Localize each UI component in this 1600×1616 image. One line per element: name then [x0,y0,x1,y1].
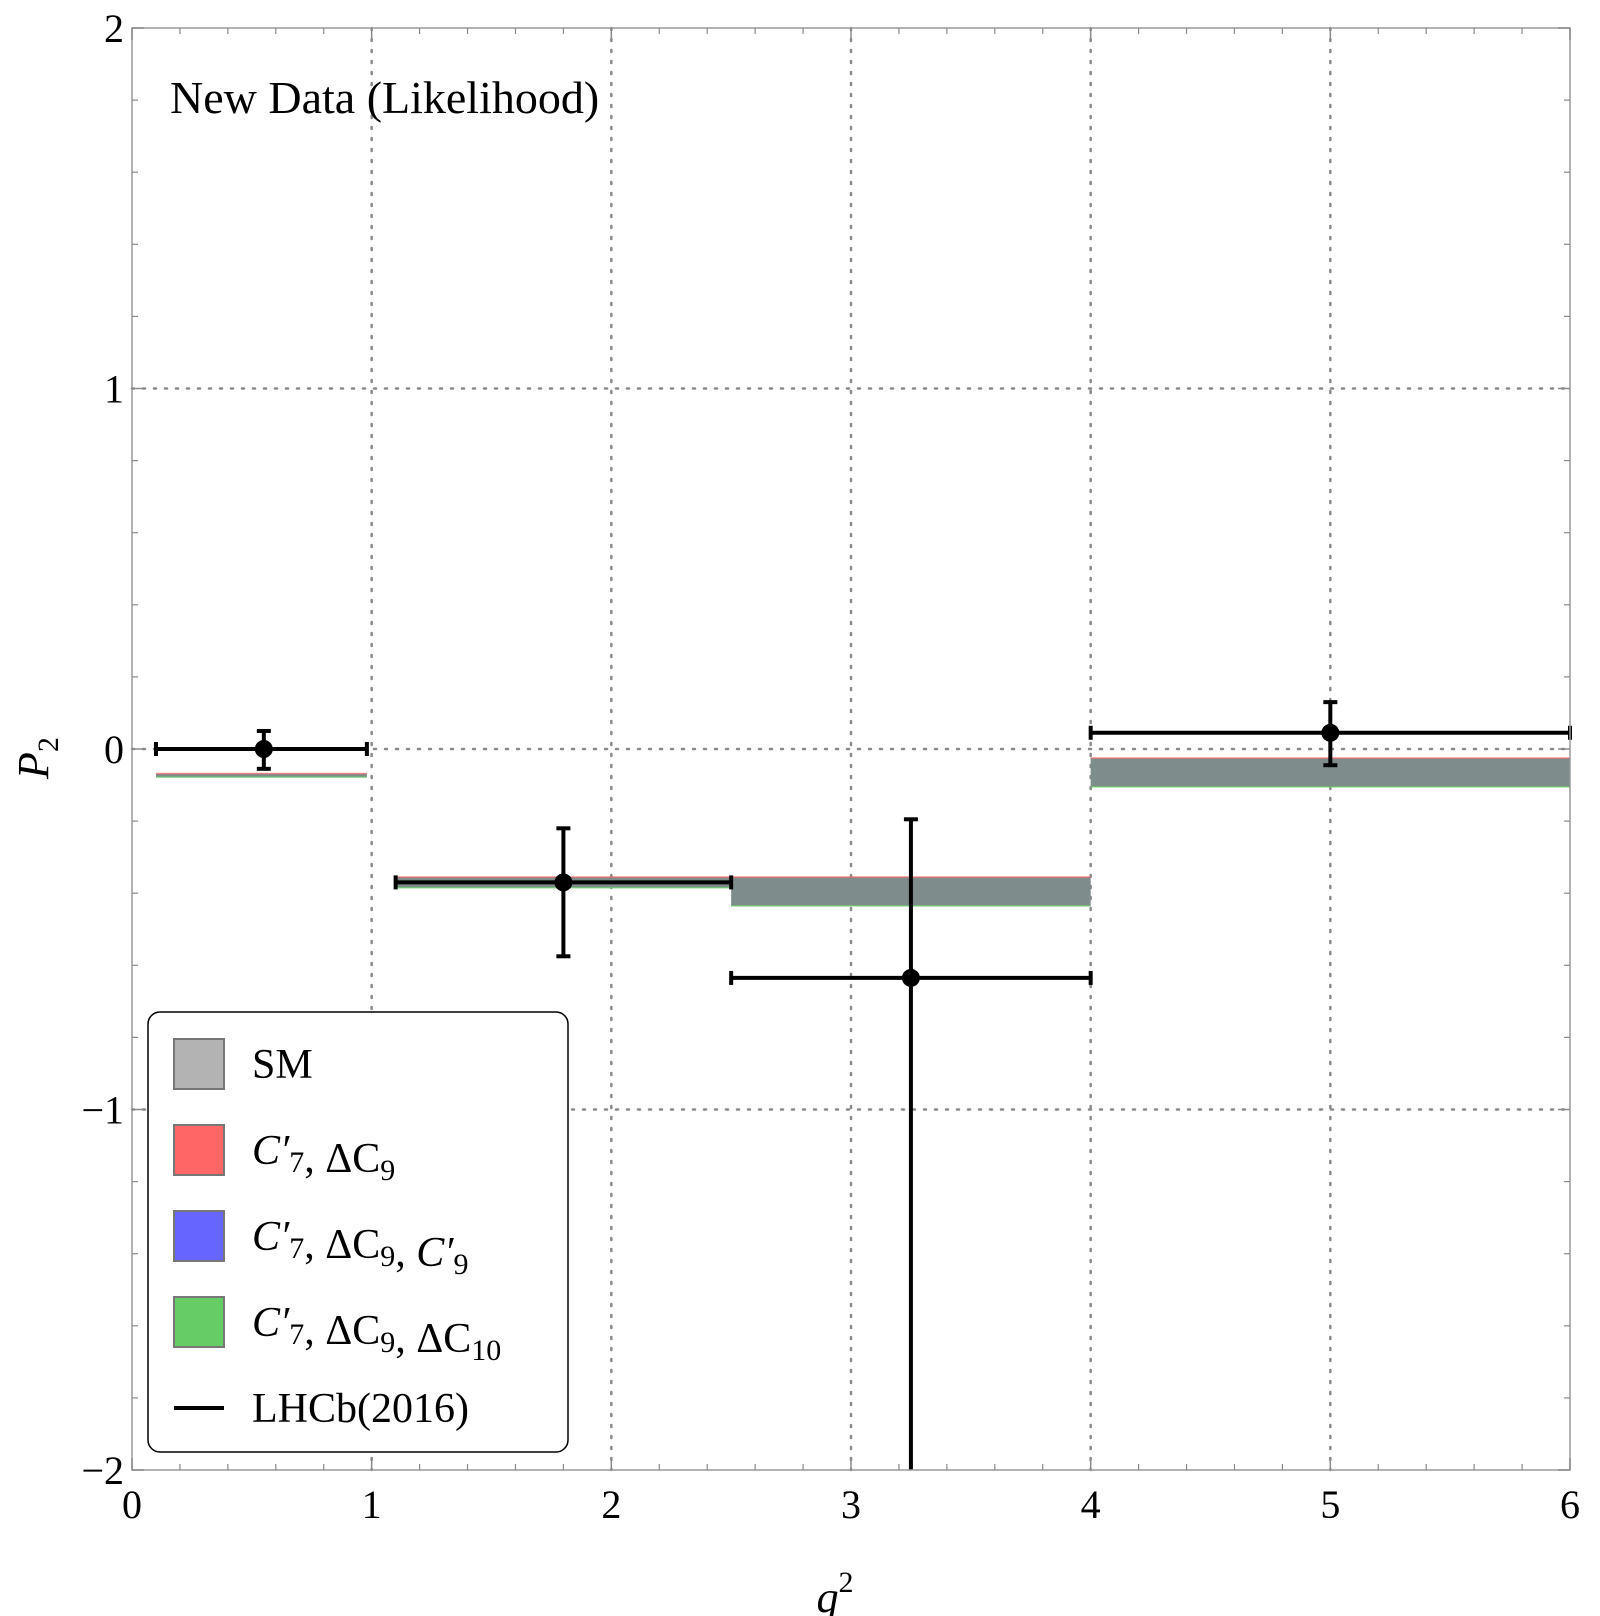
legend-swatch-c7_dc9_dc10 [173,1296,225,1348]
data-point [901,968,920,987]
legend-text-part: , ΔC [304,1308,380,1354]
legend-text-part: ′ [280,1128,290,1174]
prediction-band [155,773,367,778]
legend-text-part: 7 [289,1146,304,1179]
chart-title: New Data (Likelihood) [170,72,599,123]
legend-swatch-c7_dc9_c9 [173,1210,225,1262]
legend-text-part: ′ [444,1230,454,1276]
axis-ticks: 0 1 2 3 4 5 6 −2 −1 0 1 2 [81,6,1580,1527]
y-tick-label: 1 [104,367,124,412]
prediction-bands [155,757,1570,907]
legend-text-part: ′ [280,1300,290,1346]
legend-label-c7_dc9_dc10: C′7, ΔC9, ΔC10 [252,1300,501,1367]
legend-text-part: , ΔC [395,1316,471,1362]
data-point [554,873,573,892]
legend-text-part: 7 [289,1232,304,1265]
x-tick-label: 0 [122,1482,142,1527]
legend-text-part: SM [252,1042,313,1088]
x-tick-label: 1 [362,1482,382,1527]
axis-labels: New Data (Likelihood) q2 P2 [9,72,854,1616]
legend-text-part: C [252,1214,281,1260]
legend-text-part: , [395,1230,416,1276]
x-axis-label-base: q [817,1573,839,1616]
legend-label-c7_dc9: C′7, ΔC9 [252,1128,395,1187]
y-tick-label: 0 [104,727,124,772]
y-axis-label-sub: 2 [32,737,65,752]
x-tick-label: 5 [1320,1482,1340,1527]
x-tick-label: 3 [841,1482,861,1527]
y-axis-label: P2 [9,737,65,780]
x-axis-label-sup: 2 [839,1566,854,1599]
x-tick-label: 2 [601,1482,621,1527]
legend-text-part: C [416,1230,445,1276]
legend-text-part: 9 [380,1154,395,1187]
x-axis-label: q2 [817,1566,854,1616]
legend-label-c7_dc9_c9: C′7, ΔC9, C′9 [252,1214,468,1281]
y-tick-label: 2 [104,6,124,51]
legend-swatch-c7_dc9 [173,1124,225,1176]
legend-text-part: C [252,1300,281,1346]
legend-text-part: 10 [471,1334,501,1367]
legend-text-part: , ΔC [304,1222,380,1268]
y-tick-label: −1 [81,1088,124,1133]
legend-text-part: , ΔC [304,1136,380,1182]
legend-label-sm: SM [252,1042,313,1088]
data-point [1321,723,1340,742]
legend-text-part: C [252,1128,281,1174]
y-axis-label-base: P [9,752,58,780]
legend-text-part: 9 [380,1240,395,1273]
legend-label-lhcb: LHCb(2016) [252,1386,469,1432]
y-tick-label: −2 [81,1448,124,1493]
legend-box [147,1011,569,1453]
legend-text-part: 7 [289,1318,304,1351]
legend-text-part: 9 [453,1248,468,1281]
lhcb-data-points [153,700,1572,1470]
x-tick-label: 6 [1560,1482,1580,1527]
x-tick-label: 4 [1081,1482,1101,1527]
legend-text-part: ′ [280,1214,290,1260]
legend-swatch-sm [173,1038,225,1090]
legend-text-part: 9 [380,1326,395,1359]
legend-text-part: LHCb(2016) [252,1386,469,1432]
data-point [254,740,273,758]
